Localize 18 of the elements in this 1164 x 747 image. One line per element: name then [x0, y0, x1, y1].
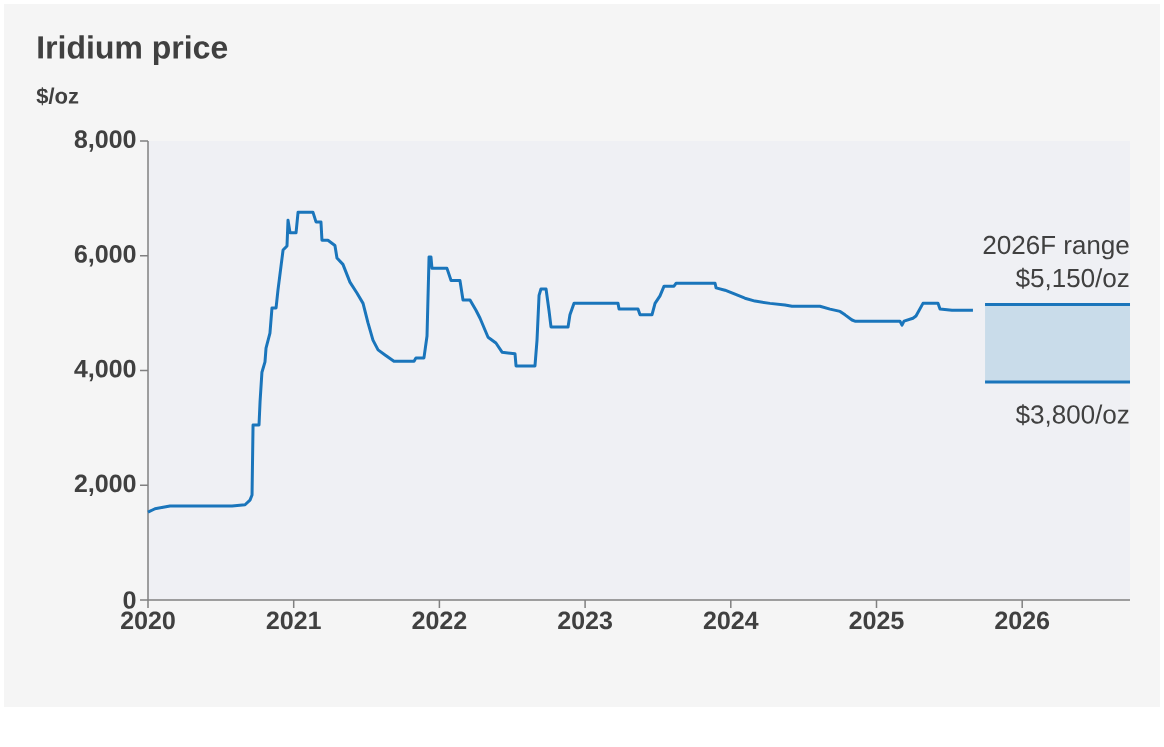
x-tick-label: 2023	[558, 611, 612, 630]
annotation: $3,800/oz	[1015, 404, 1129, 427]
y-axis-title: $/oz	[36, 87, 79, 106]
x-tick-label: 2026	[995, 611, 1050, 630]
y-tick-label: 4,000	[74, 359, 136, 382]
y-tick-label: 8,000	[74, 130, 136, 152]
line-series	[146, 210, 975, 514]
x-tick-label: 2022	[412, 611, 467, 630]
x-tick-label: 2021	[266, 611, 321, 630]
y-tick-label: 6,000	[74, 245, 136, 267]
x-tick-label: 2020	[121, 611, 175, 630]
chart-title: Iridium price	[38, 35, 228, 66]
annotation: 2026F range	[983, 235, 1129, 260]
y-tick-label: 0	[123, 591, 136, 609]
annotation: $5,150/oz	[1015, 267, 1129, 291]
y-tick-label: 2,000	[74, 474, 136, 496]
x-tick-label: 2024	[703, 611, 759, 630]
x-tick-label: 2025	[849, 611, 904, 630]
